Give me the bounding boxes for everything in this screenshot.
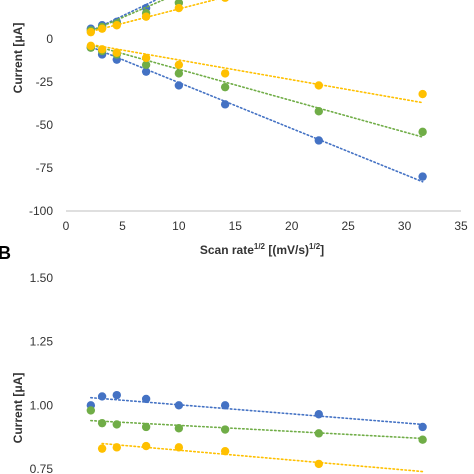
data-point (86, 41, 96, 51)
data-point (112, 443, 121, 452)
data-point (141, 422, 151, 432)
data-point (112, 420, 121, 429)
data-point (174, 3, 184, 13)
y-axis-label-a: Current [μA] (11, 23, 25, 94)
x-tick-label: 30 (398, 219, 412, 233)
trendline (87, 0, 217, 33)
series-yellow (86, 0, 229, 37)
trendline (87, 43, 424, 138)
y-tick-label: -50 (36, 118, 54, 132)
y-tick-label: -100 (29, 204, 53, 218)
data-point (141, 53, 151, 63)
data-point (220, 446, 230, 456)
series-green (86, 43, 427, 138)
series-blue (86, 43, 427, 183)
data-point (418, 422, 427, 432)
data-point (418, 89, 427, 99)
data-point (174, 401, 184, 410)
data-point (418, 127, 427, 137)
series-green (86, 406, 427, 444)
data-point (174, 81, 184, 90)
plot-area-b (86, 390, 427, 473)
data-point (97, 444, 107, 453)
data-point (97, 45, 107, 54)
data-point (220, 82, 230, 92)
y-tick-label: 1.00 (30, 398, 54, 412)
data-point (314, 410, 323, 419)
data-point (141, 12, 151, 21)
data-point (112, 21, 121, 30)
data-point (97, 418, 107, 428)
trendline (90, 396, 424, 426)
data-point (141, 67, 151, 76)
series-blue (86, 390, 427, 432)
data-point (314, 429, 323, 438)
y-axis-label-b: Current [μA] (11, 373, 25, 444)
x-axis-label-a: Scan rate1/2 [(mV/s)1/2] (200, 242, 324, 257)
plot-area-a (86, 0, 427, 183)
y-tick-label: -75 (36, 161, 54, 175)
y-tick-label: 0 (46, 32, 53, 46)
data-point (97, 392, 107, 401)
data-point (174, 443, 184, 452)
data-point (112, 390, 121, 400)
data-point (314, 459, 323, 469)
trendline (87, 43, 424, 104)
trendline (87, 0, 166, 33)
x-tick-label: 25 (341, 219, 355, 233)
x-tick-label: 15 (229, 219, 243, 233)
y-tick-labels-a: -100 -75 -50 -25 0 25 (29, 0, 53, 218)
chart-panel-a: -100 -75 -50 -25 0 25 0 5 10 15 20 25 30 35 Current … (11, 0, 468, 257)
data-point (141, 394, 151, 404)
x-tick-label: 20 (285, 219, 299, 233)
data-point (97, 24, 107, 33)
y-tick-label: 0.75 (30, 462, 54, 474)
y-tick-label: 1.25 (30, 335, 54, 349)
x-tick-label: 35 (454, 219, 468, 233)
data-point (141, 60, 151, 69)
data-point (418, 435, 427, 444)
series-green (86, 0, 184, 35)
data-point (418, 172, 427, 181)
data-point (174, 69, 184, 78)
series-yellow (97, 441, 424, 473)
data-point (220, 425, 230, 434)
data-point (174, 60, 184, 69)
y-tick-labels-b: 0.75 1.00 1.25 1.50 (30, 271, 54, 474)
series-yellow (86, 41, 427, 104)
x-tick-label: 5 (119, 219, 126, 233)
data-point (86, 27, 96, 37)
x-tick-label: 0 (63, 219, 70, 233)
series-blue (86, 0, 158, 33)
data-point (221, 0, 229, 2)
data-point (220, 69, 230, 78)
y-tick-label: -25 (36, 75, 54, 89)
data-point (314, 107, 323, 116)
trendline (101, 442, 424, 473)
data-point (314, 136, 323, 145)
data-point (174, 424, 184, 433)
data-point (220, 401, 230, 410)
x-tick-labels-a: 0 5 10 15 20 25 30 35 (63, 219, 468, 233)
trendline (87, 45, 424, 183)
data-point (314, 81, 323, 90)
data-point (86, 406, 96, 415)
data-point (112, 48, 121, 57)
x-tick-label: 10 (172, 219, 186, 233)
data-point (141, 441, 151, 451)
chart-panel-b: B 0.75 1.00 1.25 1.50 Current [μA] (0, 243, 427, 474)
panel-label-b: B (0, 243, 11, 263)
trendline (90, 419, 424, 440)
y-tick-label: 1.50 (30, 271, 54, 285)
y-tick-label: 25 (40, 0, 54, 3)
data-point (220, 100, 230, 109)
